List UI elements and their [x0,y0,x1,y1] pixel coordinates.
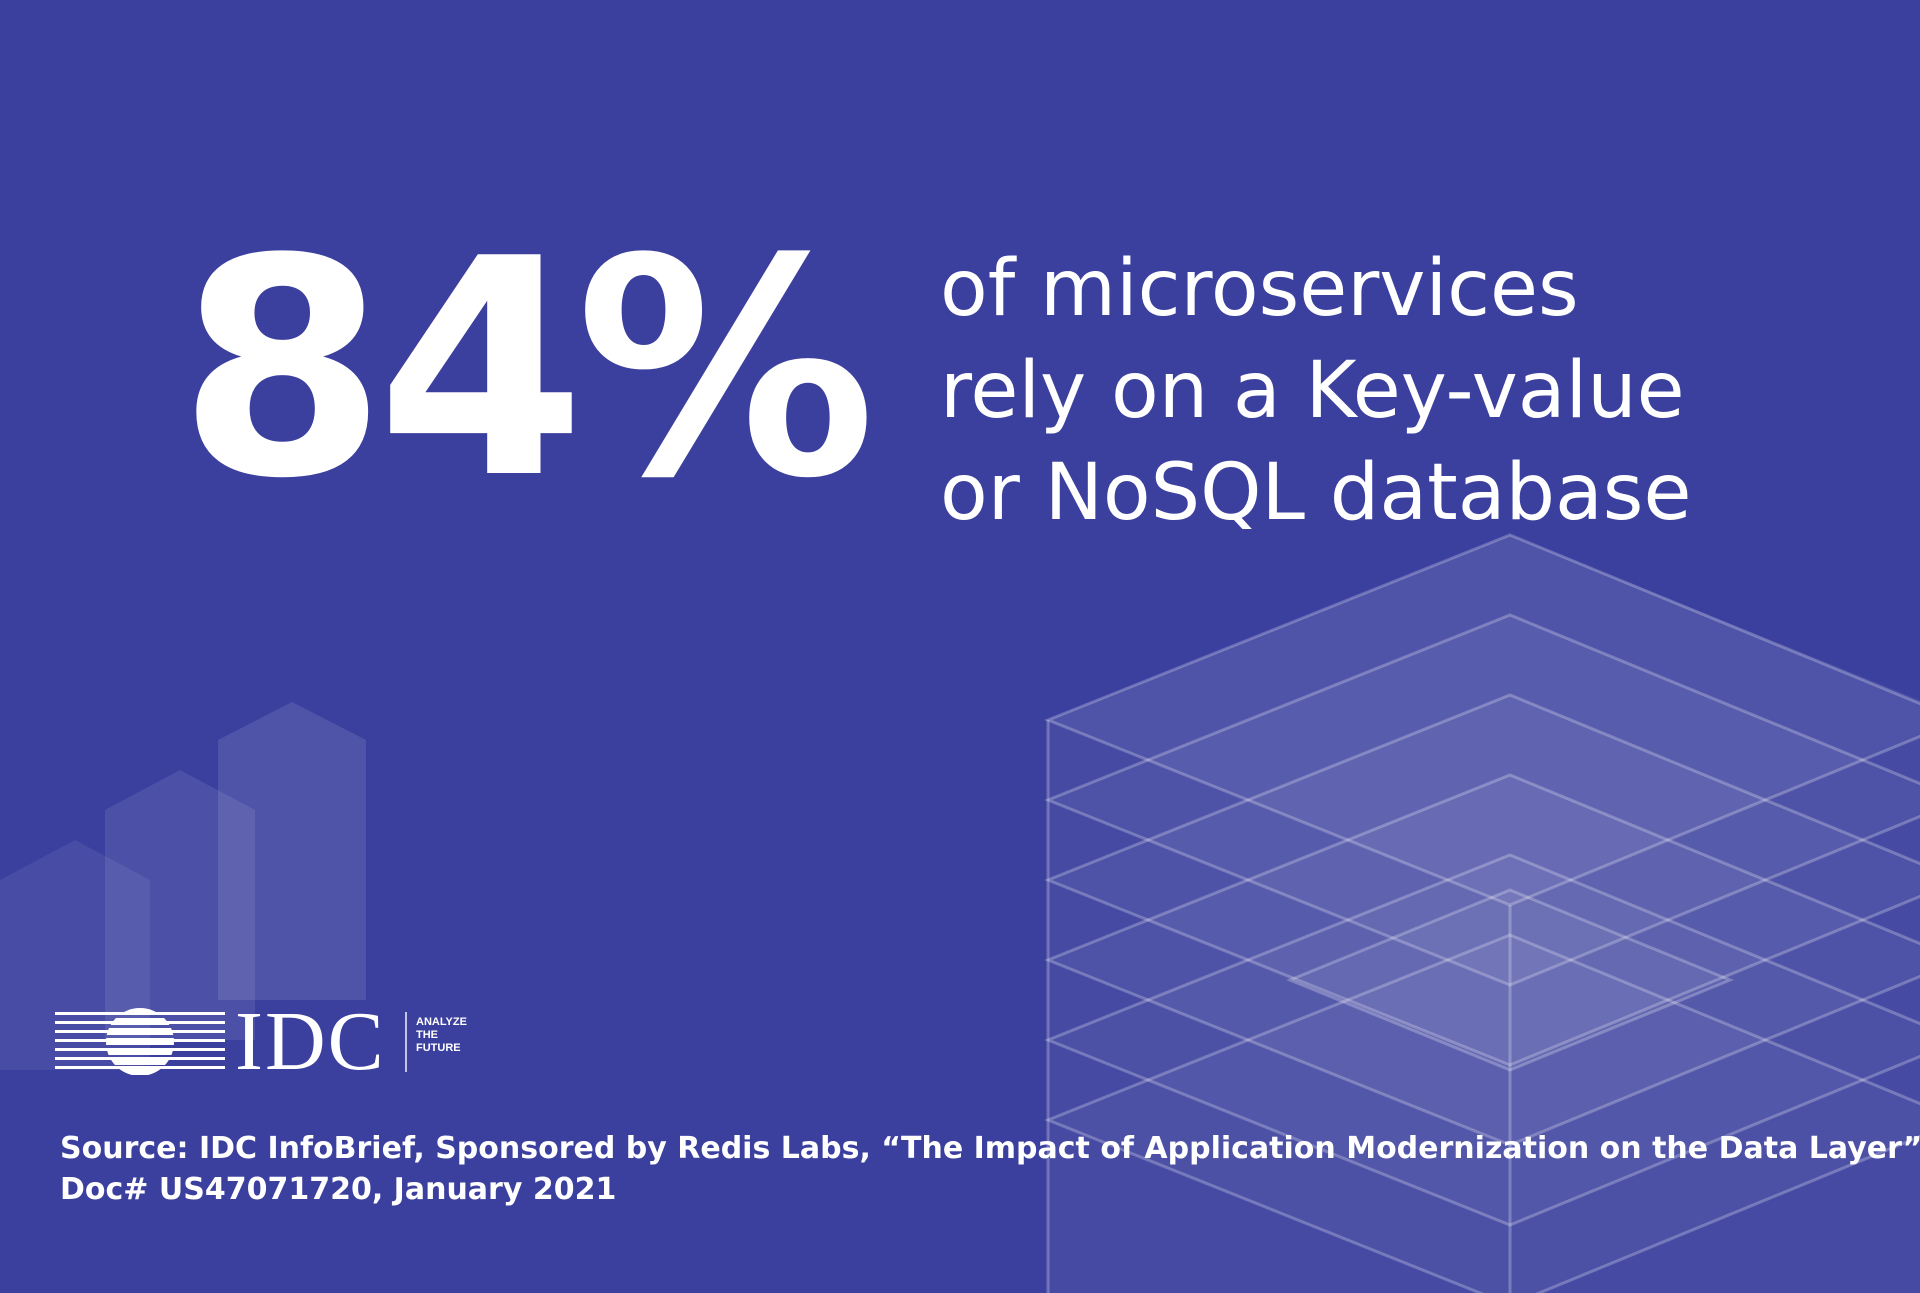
isometric-layers-graphic [1043,533,1920,1293]
stat-description-line: or NoSQL database [940,448,1692,538]
source-line: Doc# US47071720, January 2021 [60,1172,617,1207]
stat-description-line: rely on a Key-value [940,346,1685,436]
idc-logo: IDC ANALYZE THE FUTURE [55,995,467,1088]
source-citation: Source: IDC InfoBrief, Sponsored by Redi… [60,1128,1920,1210]
building-blocks-graphic [0,702,366,1070]
stat-percentage: 84% [178,195,876,544]
tagline-line: THE [416,1029,438,1041]
tagline-line: ANALYZE [416,1016,467,1028]
idc-logo-wordmark: IDC [235,995,386,1088]
tagline-line: FUTURE [416,1042,461,1054]
source-line: Source: IDC InfoBrief, Sponsored by Redi… [60,1131,1920,1166]
stat-description: of microservices rely on a Key-value or … [940,238,1691,544]
idc-globe-icon [55,1008,225,1075]
stat-description-line: of microservices [940,244,1579,334]
logo-divider [405,1012,407,1072]
idc-logo-tagline: ANALYZE THE FUTURE [416,1016,467,1055]
